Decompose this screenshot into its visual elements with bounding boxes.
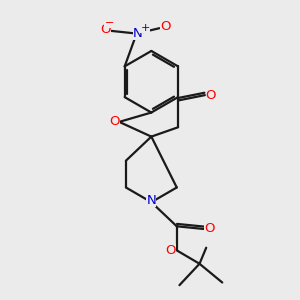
Text: O: O xyxy=(100,23,110,36)
Text: O: O xyxy=(206,88,216,102)
Text: O: O xyxy=(166,244,176,257)
Text: −: − xyxy=(104,18,114,28)
Text: O: O xyxy=(160,20,170,33)
Text: +: + xyxy=(140,23,150,33)
Text: N: N xyxy=(146,194,156,207)
Text: N: N xyxy=(133,27,143,40)
Text: O: O xyxy=(109,116,120,128)
Text: O: O xyxy=(204,223,215,236)
